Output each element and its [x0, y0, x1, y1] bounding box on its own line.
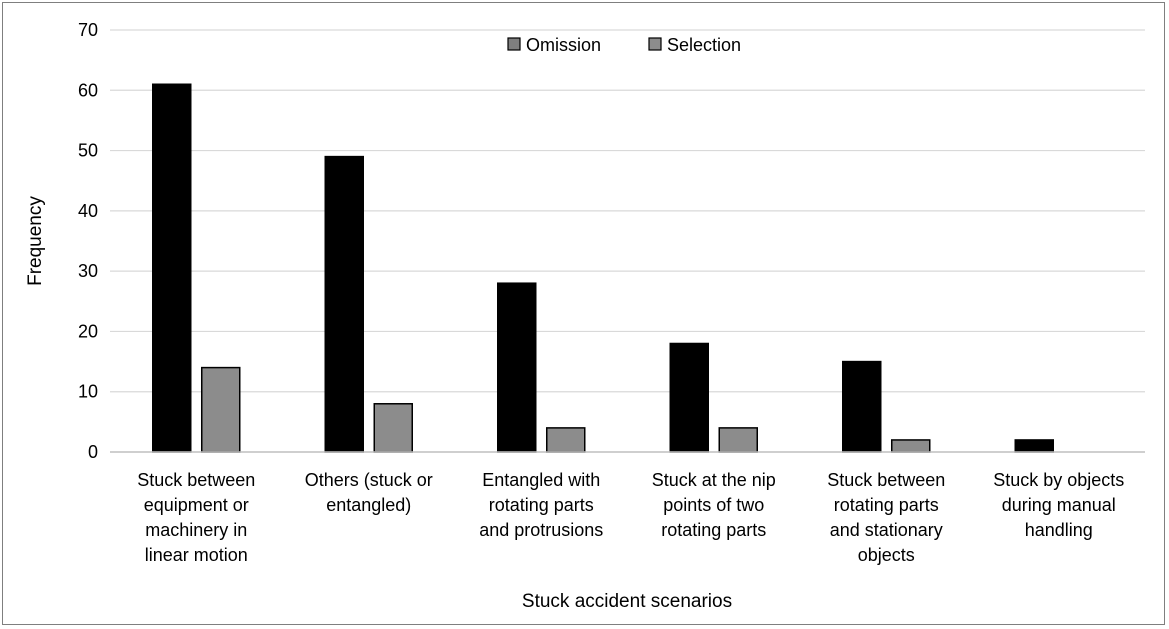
y-tick-label: 60 — [78, 80, 98, 100]
bar-selection — [201, 366, 241, 453]
x-tick-label: Stuck by objects during manual handling — [993, 470, 1124, 540]
x-tick-label-line: Entangled with — [482, 470, 600, 490]
x-tick-label: Entangled with rotating parts and protrusi… — [479, 470, 603, 540]
x-tick-label-line: machinery in — [145, 520, 247, 540]
legend-label-selection: Selection — [667, 35, 741, 55]
x-axis-ticks: Stuck between equipment or machinery in lin… — [137, 470, 1124, 565]
x-tick-label: Stuck at the nip points of two rotating pa… — [652, 470, 776, 540]
x-tick-label-line: points of two — [663, 495, 764, 515]
x-tick-label-line: rotating parts — [834, 495, 939, 515]
bar-selection — [891, 439, 931, 453]
y-tick-label: 10 — [78, 382, 98, 402]
x-tick-label-line: Others (stuck or — [305, 470, 433, 490]
bar-omission — [1014, 439, 1054, 453]
bar-omission — [152, 83, 192, 453]
x-tick-label-line: Stuck between — [137, 470, 255, 490]
bar-selection — [718, 427, 758, 453]
x-tick-label-line: rotating parts — [489, 495, 594, 515]
x-tick-label-line: equipment or — [144, 495, 249, 515]
x-tick-label-line: entangled) — [326, 495, 411, 515]
x-tick-label-line: linear motion — [145, 545, 248, 565]
x-tick-label-line: Stuck between — [827, 470, 945, 490]
x-tick-label-line: objects — [858, 545, 915, 565]
y-tick-label: 50 — [78, 141, 98, 161]
y-axis-title: Frequency — [25, 196, 46, 286]
x-tick-label: Stuck between rotating parts and stationar… — [827, 470, 945, 565]
x-axis-title: Stuck accident scenarios — [522, 591, 732, 612]
x-tick-label-line: Stuck at the nip — [652, 470, 776, 490]
bar-omission — [324, 155, 364, 453]
y-tick-label: 30 — [78, 261, 98, 281]
x-tick-label: Others (stuck or entangled) — [305, 470, 433, 515]
bar-selection — [546, 427, 586, 453]
legend-label-omission: Omission — [526, 35, 601, 55]
x-tick-label-line: and protrusions — [479, 520, 603, 540]
y-tick-label: 40 — [78, 201, 98, 221]
y-axis-ticks: 0 10 20 30 40 50 60 70 — [78, 20, 98, 462]
x-tick-label-line: rotating parts — [661, 520, 766, 540]
x-tick-label: Stuck between equipment or machinery in lin… — [137, 470, 255, 565]
bars — [152, 83, 1054, 453]
bar-selection — [373, 403, 413, 453]
legend: Omission Selection — [507, 35, 741, 55]
legend-swatch-omission — [507, 37, 521, 51]
x-tick-label-line: Stuck by objects — [993, 470, 1124, 490]
legend-swatch-selection — [648, 37, 662, 51]
bar-omission — [669, 342, 709, 453]
y-tick-label: 0 — [88, 442, 98, 462]
bar-omission — [842, 360, 882, 453]
gridlines — [110, 29, 1145, 393]
y-tick-label: 20 — [78, 321, 98, 341]
x-tick-label-line: handling — [1025, 520, 1093, 540]
x-tick-label-line: and stationary — [830, 520, 943, 540]
y-tick-label: 70 — [78, 20, 98, 40]
bar-omission — [497, 282, 537, 453]
x-tick-label-line: during manual — [1002, 495, 1116, 515]
